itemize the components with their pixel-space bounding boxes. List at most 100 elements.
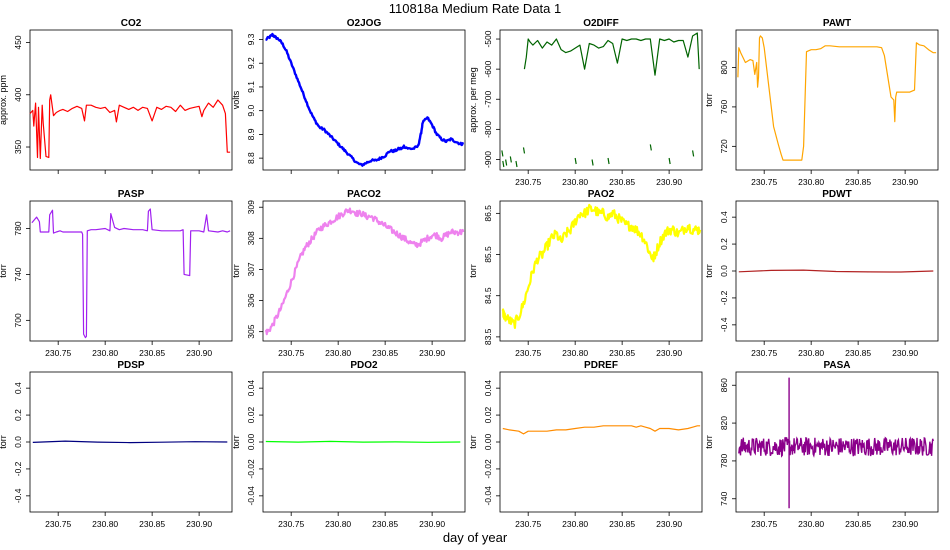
x-tick-label-pdwt: 230.75 [751,348,777,358]
y-tick-label-pdwt: -0.4 [719,317,729,332]
y-tick-label-o2diff: -700 [483,90,493,107]
series-fragment-o2diff [668,157,671,165]
y-tick-label-pao2: 85.5 [483,246,493,263]
x-tick-label-o2diff: 230.90 [656,177,682,187]
panel-title-pawt: PAWT [823,18,851,29]
series-line-paco2 [264,207,465,336]
series-line-pdwt [738,269,934,273]
y-tick-label-pdwt: 0.4 [719,211,729,223]
panel-title-pasp: PASP [118,189,145,200]
x-tick-label-pdo2: 230.90 [419,519,445,529]
y-axis-label-pdref: torr [468,435,478,449]
y-tick-label-pao2: 86.5 [483,205,493,222]
x-tick-label-pdsp: 230.75 [45,519,71,529]
y-tick-label-pawt: 800 [719,60,729,74]
series-line-pdref [502,425,701,435]
series-line-co2 [29,94,231,160]
panel-title-co2: CO2 [121,18,142,29]
y-tick-label-o2diff: -500 [483,30,493,47]
panel-title-pdsp: PDSP [117,360,145,371]
x-tick-label-pdo2: 230.75 [278,519,304,529]
x-tick-label-paco2: 230.80 [325,348,351,358]
y-tick-label-pawt: 720 [719,139,729,153]
y-tick-label-pasa: 780 [719,454,729,468]
y-tick-label-o2jog: 8.9 [246,128,256,140]
panel-frame-o2jog [262,29,466,171]
panel-title-o2jog: O2JOG [347,18,382,29]
series-fragment-o2diff [505,159,508,166]
y-tick-label-pasa: 860 [719,378,729,392]
y-tick-label-o2diff: -900 [483,151,493,168]
x-tick-label-pasp: 230.90 [186,348,212,358]
y-tick-label-pdo2: 0.04 [246,380,256,397]
y-tick-label-pdref: -0.02 [483,459,493,479]
x-tick-label-paco2: 230.85 [372,348,398,358]
y-tick-label-o2jog: 9.2 [246,57,256,69]
y-axis-label-paco2: torr [231,264,241,278]
series-fragment-o2diff [515,160,518,168]
series-line-pasa [738,436,934,458]
x-tick-label-pdref: 230.75 [515,519,541,529]
series-line-o2diff [523,32,700,76]
y-tick-label-pdsp: 0.2 [13,409,23,421]
y-tick-label-pdo2: -0.04 [246,486,256,506]
panel-frame-o2diff [499,29,703,171]
x-tick-label-pawt: 230.75 [751,177,777,187]
y-tick-label-paco2: 308 [246,231,256,245]
panel-title-o2diff: O2DIFF [583,18,619,29]
y-tick-label-o2jog: 9.0 [246,105,256,117]
series-line-pawt [737,35,937,161]
series-line-pasp [31,208,231,339]
y-tick-label-pdo2: -0.02 [246,459,256,479]
panel-frame-pawt [735,29,939,171]
x-tick-label-o2diff: 230.85 [609,177,635,187]
x-tick-label-pasp: 230.85 [139,348,165,358]
series-line-pdsp [32,440,228,444]
x-tick-label-pao2: 230.80 [562,348,588,358]
y-tick-label-pdwt: 0.0 [719,265,729,277]
series-line-pdo2 [265,440,461,443]
y-axis-label-pasp: torr [0,264,8,278]
y-tick-label-pdref: 0.00 [483,433,493,450]
series-fragment-o2diff [649,144,652,151]
series-line-o2jog [265,32,465,167]
y-tick-label-pdref: 0.02 [483,407,493,424]
panel-title-pao2: PAO2 [588,189,615,200]
y-tick-label-paco2: 305 [246,324,256,338]
panel-title-paco2: PACO2 [347,189,381,200]
panel-frame-pasa [735,371,939,513]
y-tick-label-o2jog: 9.3 [246,33,256,45]
x-tick-label-o2diff: 230.75 [515,177,541,187]
y-tick-label-pdo2: 0.02 [246,407,256,424]
x-tick-label-pdwt: 230.90 [892,348,918,358]
y-tick-label-pdsp: 0.4 [13,382,23,394]
panel-title-pasa: PASA [823,360,850,371]
series-fragment-o2diff [522,147,526,154]
x-tick-label-pdwt: 230.85 [845,348,871,358]
series-fragment-o2diff [501,150,504,157]
x-tick-label-pdsp: 230.80 [92,519,118,529]
y-tick-label-pdwt: -0.2 [719,290,729,305]
y-axis-label-pdo2: torr [231,435,241,449]
y-tick-label-o2jog: 8.8 [246,152,256,164]
y-tick-label-co2: 400 [13,87,23,101]
y-axis-label-co2: approx. ppm [0,75,8,125]
y-tick-label-paco2: 306 [246,293,256,307]
panel-frame-paco2 [262,200,466,342]
y-tick-label-pdsp: -0.2 [13,461,23,476]
y-tick-label-pasp: 700 [13,313,23,327]
panel-frame-pasp [29,200,233,342]
x-tick-label-pawt: 230.80 [798,177,824,187]
figure-title: 110818a Medium Rate Data 1 [388,1,562,16]
x-tick-label-pao2: 230.90 [656,348,682,358]
x-tick-label-pasa: 230.80 [798,519,824,529]
y-axis-label-o2jog: volts [231,90,241,109]
y-axis-label-pawt: torr [704,93,714,107]
x-tick-label-pawt: 230.85 [845,177,871,187]
y-tick-label-pdsp: 0.0 [13,436,23,448]
y-tick-label-pdref: 0.04 [483,380,493,397]
x-tick-label-pdwt: 230.80 [798,348,824,358]
y-tick-label-pao2: 84.5 [483,287,493,304]
panel-frame-pao2 [499,200,703,342]
y-tick-label-pao2: 83.5 [483,328,493,345]
